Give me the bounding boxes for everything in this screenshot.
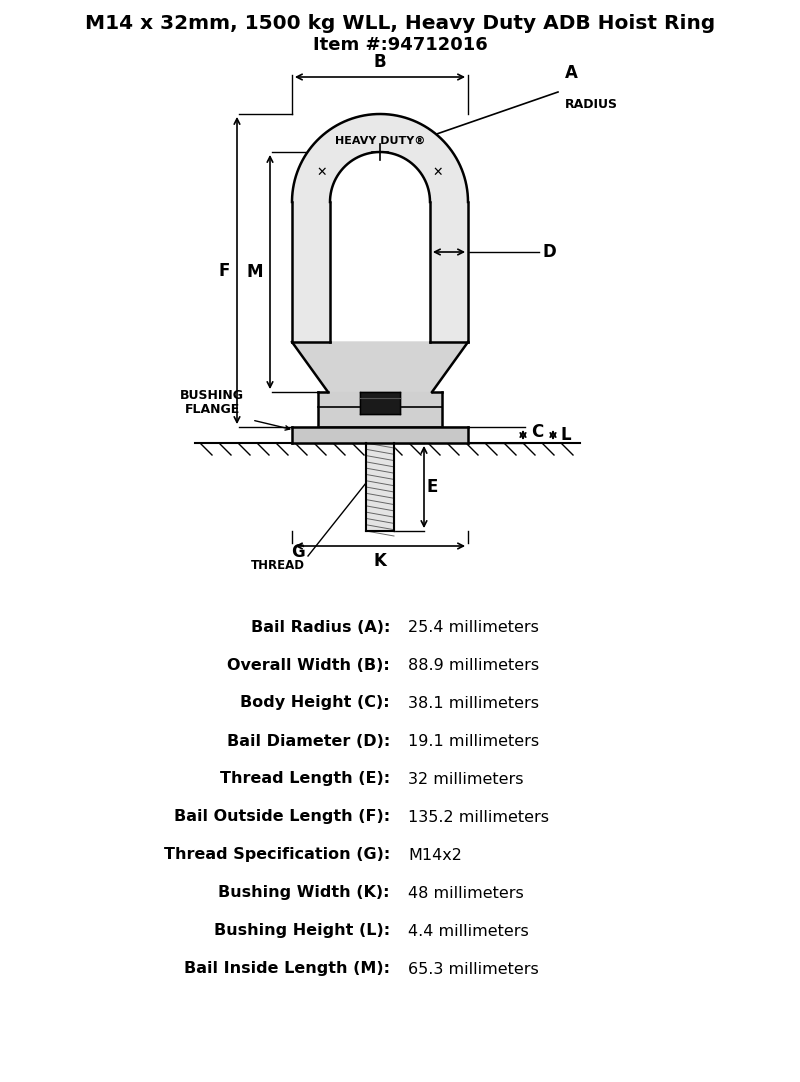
Polygon shape <box>292 114 468 202</box>
Text: Bushing Height (L):: Bushing Height (L): <box>214 924 390 938</box>
Text: L: L <box>561 426 572 444</box>
Text: M14 x 32mm, 1500 kg WLL, Heavy Duty ADB Hoist Ring: M14 x 32mm, 1500 kg WLL, Heavy Duty ADB … <box>85 14 715 32</box>
Text: Overall Width (B):: Overall Width (B): <box>227 658 390 673</box>
Text: RADIUS: RADIUS <box>565 98 618 111</box>
Text: G: G <box>291 543 305 560</box>
Polygon shape <box>430 202 468 342</box>
Polygon shape <box>292 427 468 443</box>
Text: K: K <box>374 552 386 570</box>
Text: 65.3 millimeters: 65.3 millimeters <box>408 962 538 976</box>
Text: Thread Length (E):: Thread Length (E): <box>220 771 390 787</box>
Text: BUSHING: BUSHING <box>180 390 244 403</box>
Text: F: F <box>218 262 230 279</box>
Text: ✕: ✕ <box>433 166 443 179</box>
Polygon shape <box>318 392 442 427</box>
Text: 48 millimeters: 48 millimeters <box>408 885 524 900</box>
Text: B: B <box>374 53 386 71</box>
Text: Thread Specification (G):: Thread Specification (G): <box>164 847 390 862</box>
Text: E: E <box>427 478 438 496</box>
Polygon shape <box>330 151 430 342</box>
Polygon shape <box>292 342 468 392</box>
Text: 38.1 millimeters: 38.1 millimeters <box>408 696 539 711</box>
Text: 4.4 millimeters: 4.4 millimeters <box>408 924 529 938</box>
Text: A: A <box>565 64 578 82</box>
Text: C: C <box>531 423 543 441</box>
Text: M14x2: M14x2 <box>408 847 462 862</box>
Text: ✕: ✕ <box>317 166 327 179</box>
Text: FLANGE: FLANGE <box>184 403 240 415</box>
Polygon shape <box>366 443 394 531</box>
Polygon shape <box>292 202 330 342</box>
Text: Bail Inside Length (M):: Bail Inside Length (M): <box>184 962 390 976</box>
Text: M: M <box>246 263 263 281</box>
Polygon shape <box>360 392 400 414</box>
Text: Bail Diameter (D):: Bail Diameter (D): <box>226 734 390 749</box>
Text: HEAVY DUTY®: HEAVY DUTY® <box>335 135 425 145</box>
Text: 135.2 millimeters: 135.2 millimeters <box>408 809 549 824</box>
Text: 19.1 millimeters: 19.1 millimeters <box>408 734 539 749</box>
Text: Bail Outside Length (F):: Bail Outside Length (F): <box>174 809 390 824</box>
Text: 88.9 millimeters: 88.9 millimeters <box>408 658 539 673</box>
Text: THREAD: THREAD <box>251 559 305 572</box>
Text: 25.4 millimeters: 25.4 millimeters <box>408 620 539 634</box>
Text: 32 millimeters: 32 millimeters <box>408 771 523 787</box>
Text: Bushing Width (K):: Bushing Width (K): <box>218 885 390 900</box>
Text: Item #:94712016: Item #:94712016 <box>313 36 487 54</box>
Text: Body Height (C):: Body Height (C): <box>240 696 390 711</box>
Text: Bail Radius (A):: Bail Radius (A): <box>250 620 390 634</box>
Text: D: D <box>543 243 557 261</box>
